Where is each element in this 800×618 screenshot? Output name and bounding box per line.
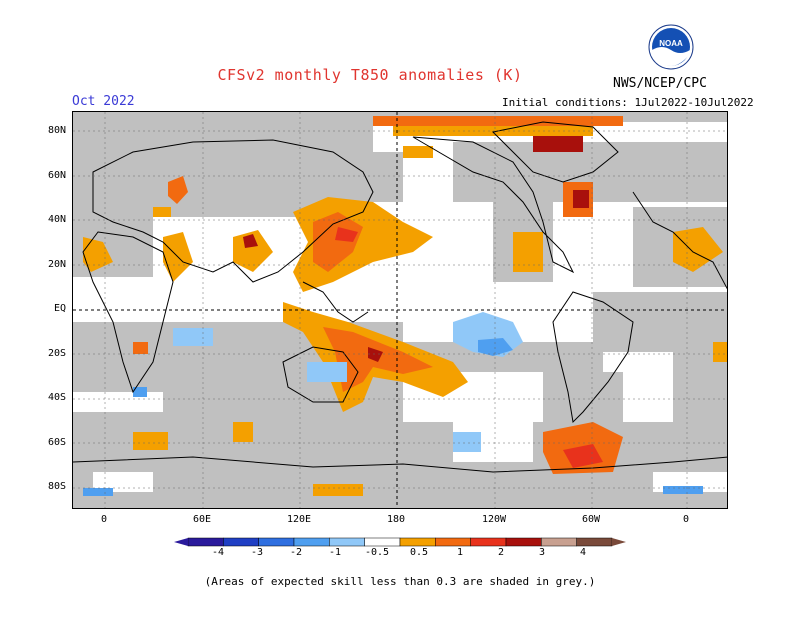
colorbar-swatch [364,537,401,547]
colorbar-label: 4 [579,547,587,558]
lat-label: 20S [48,348,67,359]
lat-label: 20N [48,259,67,270]
lat-label: 80S [48,481,67,492]
lon-label: 120E [286,514,312,525]
logo-text: NOAA [659,39,683,48]
anomaly-map [72,111,728,509]
colorbar-label: -0.5 [364,547,390,558]
agency-label: NWS/NCEP/CPC [613,76,707,91]
colorbar-label: 1 [456,547,464,558]
page-title: CFSv2 monthly T850 anomalies (K) [217,66,523,84]
map-svg [73,112,727,508]
colorbar-label: 3 [538,547,546,558]
colorbar-swatch [258,537,295,547]
lat-label: 60N [48,170,67,181]
lat-label: 40S [48,392,67,403]
lon-label: 120W [481,514,507,525]
colorbar-swatch [505,537,542,547]
colorbar-label: 0.5 [409,547,429,558]
colorbar-label: 2 [497,547,505,558]
colorbar-left-arrow [174,538,188,546]
initial-conditions: Initial conditions: 1Jul2022-10Jul2022 [502,96,754,109]
colorbar-swatch [187,537,224,547]
colorbar-swatch [576,537,613,547]
graticule [73,112,727,508]
coastlines [73,121,727,473]
colorbar-swatch [470,537,507,547]
forecast-month: Oct 2022 [72,94,135,109]
colorbar-right-arrow [612,538,626,546]
colorbar-swatch [435,537,471,547]
lon-label: 180 [386,514,406,525]
colorbar-svg [174,537,626,547]
colorbar-swatch [329,537,365,547]
colorbar [174,534,626,554]
colorbar-swatch [399,537,436,547]
grey-skill-regions [73,112,727,508]
colorbar-swatch [541,537,577,547]
skill-footnote: (Areas of expected skill less than 0.3 a… [204,575,596,588]
lat-label: 60S [48,437,67,448]
colorbar-label: -1 [328,547,342,558]
lon-label: 60E [192,514,212,525]
lon-label: 0 [682,514,690,525]
lon-label: 0 [100,514,108,525]
colorbar-label: -4 [211,547,225,558]
lat-label: 40N [48,214,67,225]
positive-anomalies [83,116,727,496]
colorbar-swatch [223,537,259,547]
lon-label: 60W [581,514,601,525]
lat-label: 80N [48,125,67,136]
negative-anomalies [83,312,703,496]
colorbar-swatch [293,537,330,547]
colorbar-label: -2 [289,547,303,558]
lat-label: EQ [54,303,67,314]
colorbar-label: -3 [250,547,264,558]
noaa-logo: NOAA [648,24,694,70]
